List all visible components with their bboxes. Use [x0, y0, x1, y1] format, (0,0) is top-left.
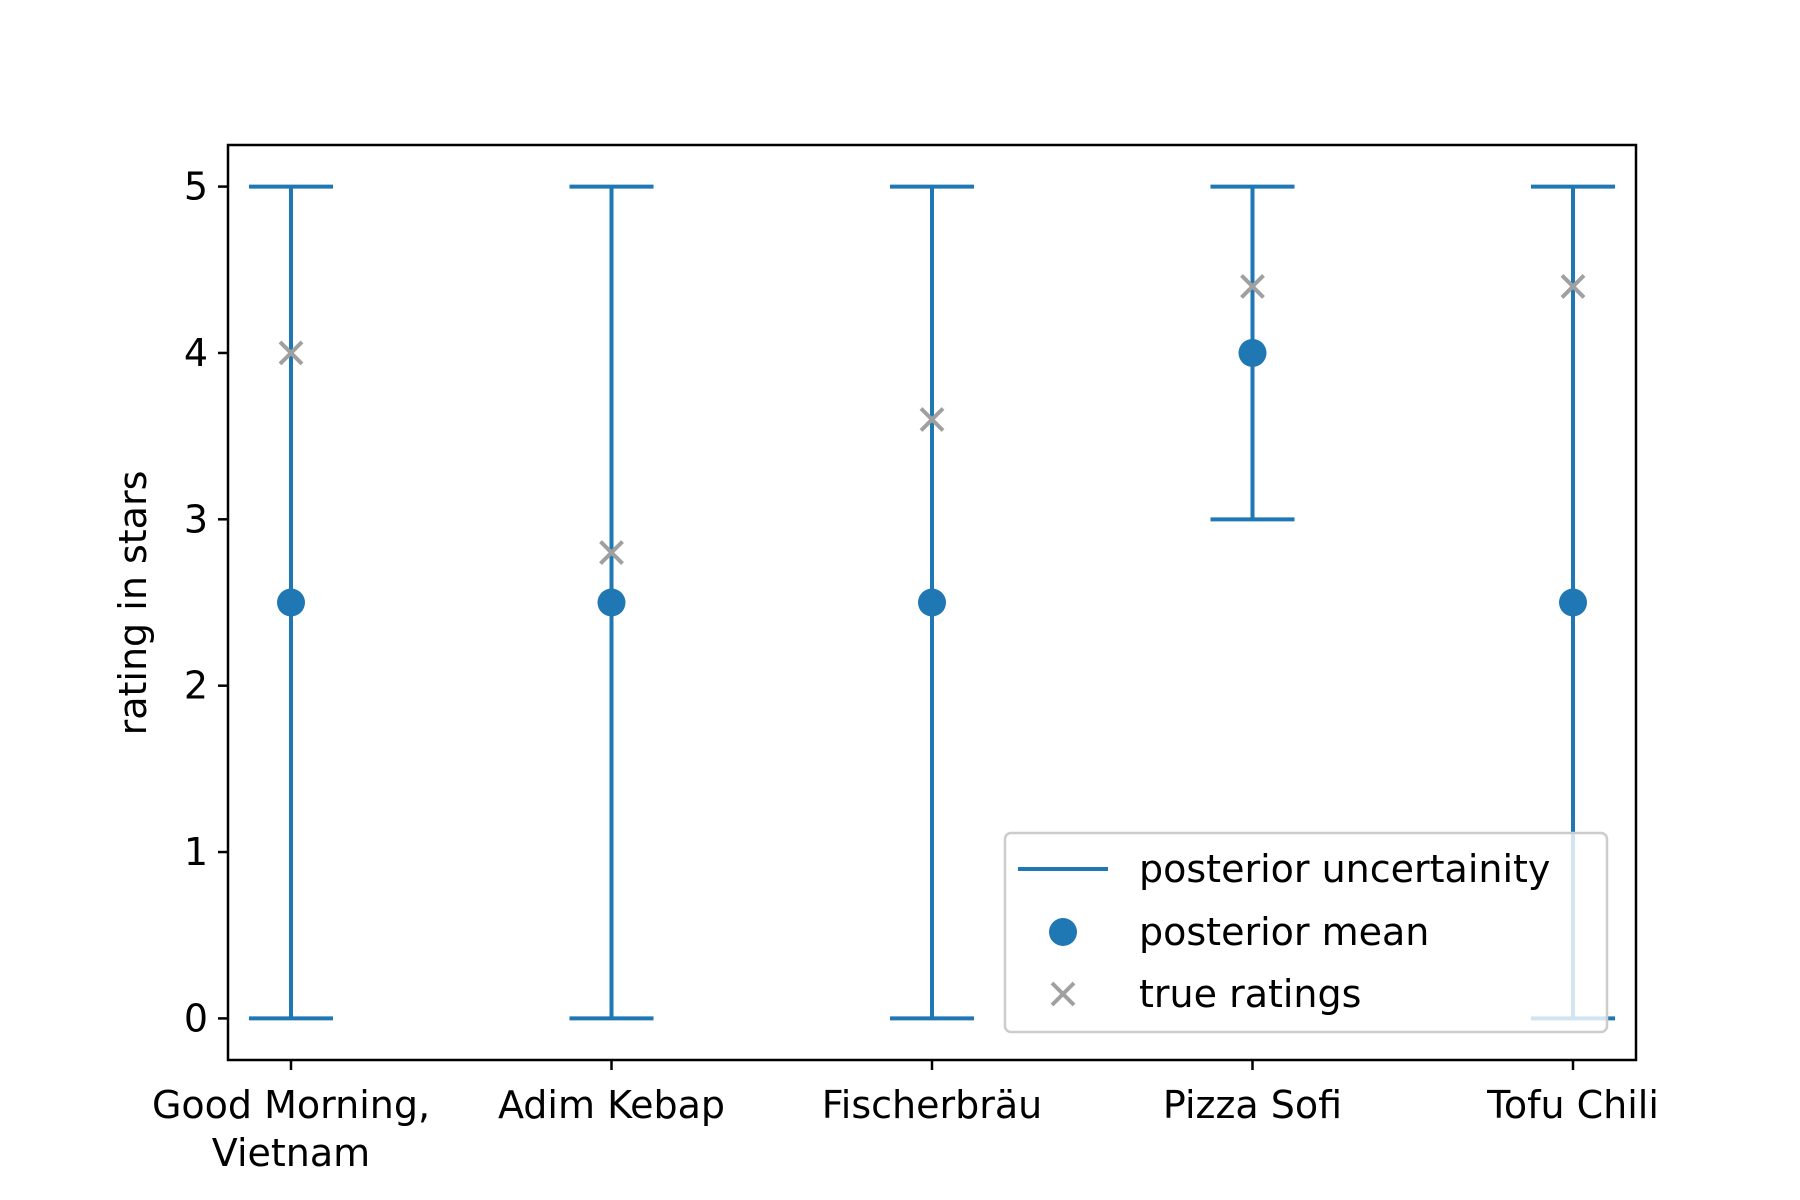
- true-rating-marker: [1240, 273, 1265, 299]
- y-tick-label: 0: [184, 996, 208, 1040]
- posterior-mean-marker: [1238, 338, 1267, 367]
- y-axis: 0 1 2 3 4 5: [184, 165, 228, 1040]
- legend-label: posterior uncertainity: [1139, 847, 1550, 891]
- posterior-mean-marker: [918, 588, 946, 617]
- true-rating-marker: [1560, 273, 1586, 299]
- legend-label: true ratings: [1139, 972, 1361, 1016]
- x-tick-label: Fischerbräu: [822, 1083, 1043, 1127]
- x-tick-label: Tofu Chili: [1486, 1083, 1659, 1127]
- y-axis-label: rating in stars: [111, 471, 155, 736]
- x-axis: Good Morning, Vietnam Adim Kebap Fischerbrä…: [152, 1060, 1659, 1175]
- y-tick-label: 1: [184, 830, 208, 874]
- posterior-mean-marker: [277, 588, 305, 617]
- y-tick-label: 3: [184, 497, 208, 541]
- x-tick-label: Adim Kebap: [498, 1083, 725, 1127]
- legend-handle-true: [1050, 981, 1076, 1007]
- true-rating-marker: [278, 340, 304, 366]
- true-rating-marker: [599, 540, 624, 566]
- y-tick-label: 2: [184, 664, 208, 708]
- posterior-mean-marker: [1559, 588, 1587, 617]
- legend-label: posterior mean: [1139, 910, 1429, 954]
- x-tick-label: Pizza Sofi: [1163, 1083, 1342, 1127]
- y-tick-label: 4: [184, 331, 208, 375]
- legend-handle-mean: [1049, 918, 1077, 946]
- legend: posterior uncertainity posterior mean true…: [1003, 831, 1609, 1034]
- y-tick-label: 5: [184, 165, 208, 209]
- true-rating-marker: [919, 407, 945, 432]
- legend-box: [1003, 831, 1609, 1034]
- posterior-mean-marker: [597, 588, 626, 617]
- x-tick-label: Good Morning, Vietnam: [152, 1083, 430, 1175]
